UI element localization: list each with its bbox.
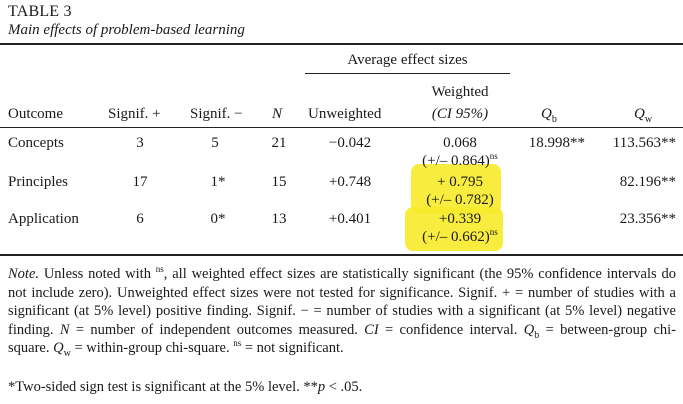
cell-unweighted: +0.748 [328, 174, 372, 190]
cell-signif-minus: 5 [211, 135, 219, 151]
header-unweighted: Unweighted [308, 106, 382, 122]
cell-ci: (+/– 0.662)ns [422, 227, 498, 246]
table-note: Note. Unless noted with ns, all weighted… [8, 264, 676, 359]
cell-weighted: +0.339 [438, 211, 482, 227]
cell-unweighted: +0.401 [328, 211, 372, 227]
cell-outcome: Principles [8, 174, 68, 190]
cell-qw: 82.196** [619, 174, 676, 190]
spanner-header: Average effect sizes [347, 52, 468, 68]
header-ci: (CI 95%) [431, 106, 489, 122]
table-footnote: *Two-sided sign test is significant at t… [8, 379, 363, 395]
table-caption: Main effects of problem-based learning [8, 22, 245, 38]
highlight-mark-application [405, 207, 503, 251]
header-qb: Qb [541, 106, 557, 125]
cell-signif-plus: 6 [136, 211, 144, 227]
cell-n: 21 [271, 135, 287, 151]
cell-qw: 113.563** [612, 135, 676, 151]
cell-n: 13 [271, 211, 287, 227]
cell-n: 15 [271, 174, 287, 190]
header-outcome: Outcome [8, 106, 63, 122]
cell-qw: 23.356** [619, 211, 676, 227]
top-rule [0, 43, 683, 45]
cell-signif-plus: 17 [132, 174, 148, 190]
cell-unweighted: −0.042 [328, 135, 372, 151]
cell-qb: 18.998** [528, 135, 585, 151]
table-label: TABLE 3 [8, 3, 72, 20]
cell-ci: (+/– 0.782) [426, 192, 494, 208]
cell-weighted: + 0.795 [437, 174, 483, 190]
cell-signif-plus: 3 [136, 135, 144, 151]
highlight-mark-principles [411, 164, 501, 214]
spanner-rule [305, 73, 510, 74]
cell-outcome: Application [8, 211, 79, 227]
header-qw: Qw [634, 106, 653, 125]
cell-signif-minus: 1* [210, 174, 226, 190]
bottom-rule [0, 254, 683, 256]
cell-ci: (+/– 0.864)ns [422, 151, 498, 170]
cell-weighted: 0.068 [443, 135, 477, 151]
header-rule [0, 127, 683, 128]
cell-signif-minus: 0* [210, 211, 226, 227]
cell-outcome: Concepts [8, 135, 64, 151]
header-n: N [272, 106, 283, 122]
header-weighted: Weighted [431, 84, 489, 100]
header-signif-minus: Signif. − [190, 106, 243, 122]
header-signif-plus: Signif. + [108, 106, 161, 122]
